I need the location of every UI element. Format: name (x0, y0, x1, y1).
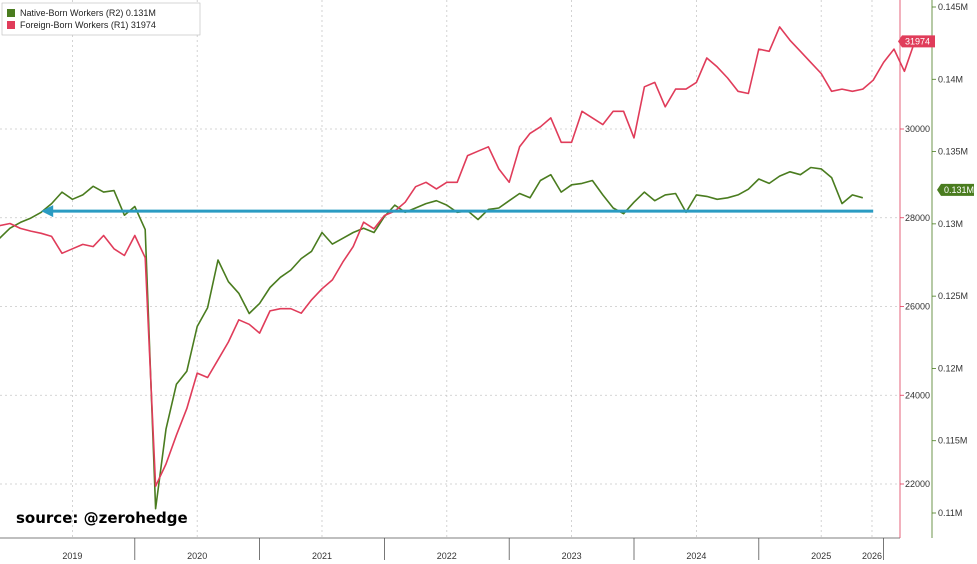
tag-shape (937, 183, 974, 196)
y-tick-label-r2: 0.115M (938, 436, 967, 446)
x-tick-label: 2026 (862, 551, 882, 561)
legend: Native-Born Workers (R2) 0.131M Foreign-… (1, 2, 201, 36)
x-tick-label: 2022 (437, 551, 457, 561)
y-tick-label-r1: 28000 (905, 213, 930, 223)
y-tick-label-r2: 0.11M (938, 508, 962, 518)
grid (0, 0, 900, 538)
legend-swatch-foreign (7, 21, 15, 29)
x-tick-label: 2021 (312, 551, 332, 561)
source-label: source: @zerohedge (16, 509, 188, 527)
tag-shape (898, 35, 935, 48)
y-tick-label-r2: 0.12M (938, 363, 963, 373)
x-tick-label: 2019 (62, 551, 82, 561)
arrow-head (41, 205, 54, 218)
last-value-tag-foreign: 31974 (898, 35, 935, 48)
x-tick-label: 2023 (562, 551, 582, 561)
y-tick-label-r1: 30000 (905, 124, 930, 134)
annotation-layer (41, 205, 874, 218)
legend-box (1, 2, 201, 36)
series-line-foreign-born (0, 26, 916, 487)
y-tick-label-r2: 0.14M (938, 74, 963, 84)
y-tick-label-r1: 26000 (905, 302, 930, 312)
series-line-native-born (0, 166, 864, 510)
plot-background (0, 0, 900, 538)
y-tick-label-r1: 24000 (905, 390, 930, 400)
legend-swatch-native (7, 9, 15, 17)
x-tick-label: 2025 (811, 551, 831, 561)
legend-label-foreign: Foreign-Born Workers (R1) 31974 (20, 20, 156, 30)
y-axis: 22000 24000 26000 28000 30000 0.11M 0.115M 0.12… (899, 0, 968, 538)
y-tick-label-r1: 22000 (905, 479, 930, 489)
y-tick-label-r2: 0.13M (938, 219, 963, 229)
legend-label-native: Native-Born Workers (R2) 0.131M (20, 8, 156, 18)
y-tick-label-r2: 0.145M (938, 2, 968, 12)
x-tick-label: 2020 (187, 551, 207, 561)
y-tick-label-r2: 0.125M (938, 291, 968, 301)
x-tick-label: 2024 (686, 551, 706, 561)
last-value-tag-native: 0.131M (937, 183, 974, 196)
tag-label: 31974 (905, 36, 930, 46)
x-axis: 2019 2020 2021 2022 2023 2024 2025 2026 (0, 537, 900, 561)
tag-label: 0.131M (944, 185, 974, 195)
series-layer: 0.131M 31974 (0, 26, 974, 510)
y-tick-label-r2: 0.135M (938, 147, 968, 157)
